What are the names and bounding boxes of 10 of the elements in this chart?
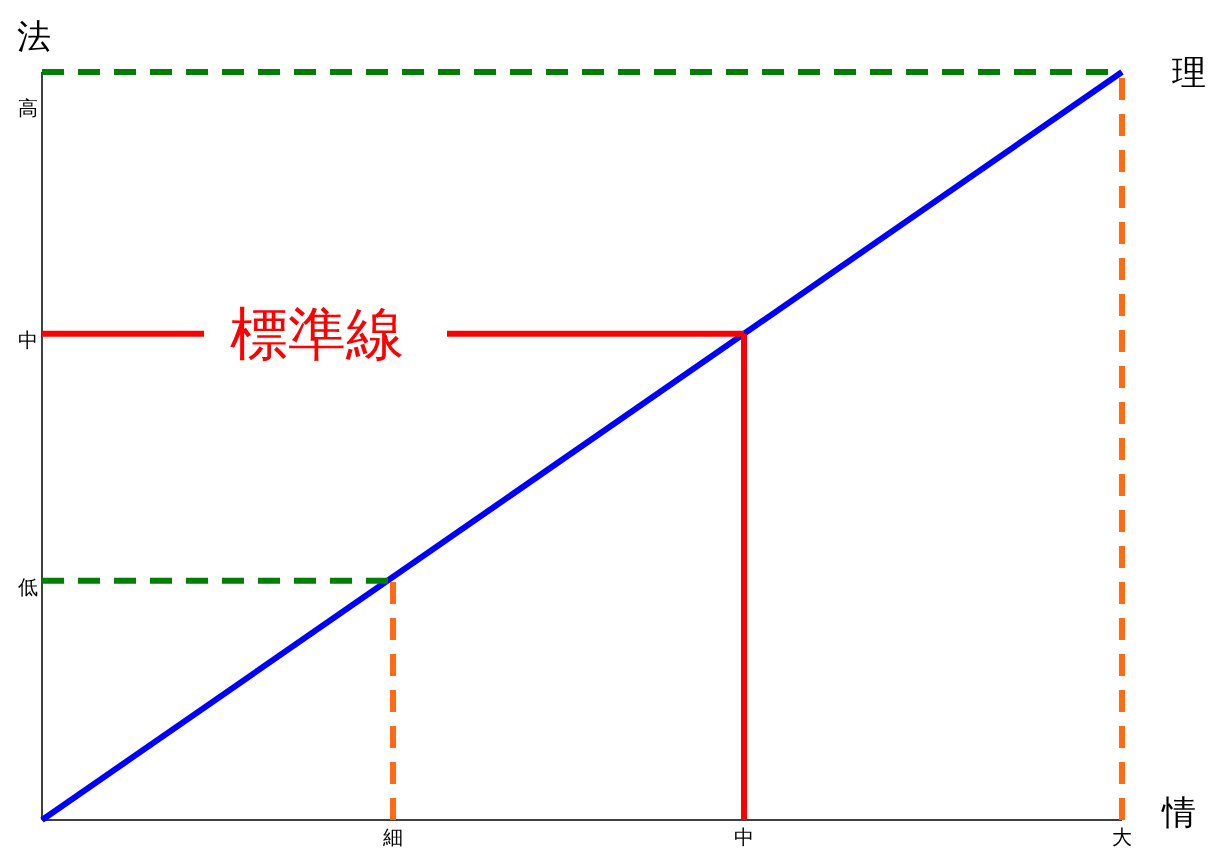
text: 低	[18, 574, 38, 599]
text: 高	[18, 96, 38, 120]
x-tick-label: 大	[1112, 825, 1132, 849]
series-label: 標準線	[230, 300, 404, 369]
x-axis-title: 情	[1161, 792, 1196, 832]
x-tick-label: 中	[734, 825, 754, 849]
text: 中	[18, 327, 38, 352]
x-tick-label: 細	[382, 825, 403, 849]
text: 理	[1172, 51, 1206, 92]
y-axis-title: 法	[17, 16, 51, 56]
